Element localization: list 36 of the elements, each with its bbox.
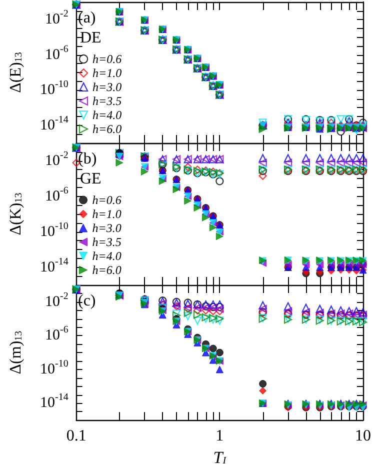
legend-title: DE (80, 30, 102, 46)
y-tick-label: 10$^{-6}$ (44, 44, 68, 63)
annotation: (b) (78, 150, 97, 168)
y-tick-label: 10$^{-14}$ (40, 256, 68, 276)
legend-label: h=3.0 (92, 80, 122, 94)
x-tick-label: 10 (355, 428, 371, 445)
legend-label: h=6.0 (92, 122, 122, 136)
y-tick-label: 10$^{-10}$ (40, 358, 68, 378)
legend-label: h=1.0 (92, 66, 122, 80)
legend-label: h=3.5 (92, 235, 122, 249)
y-tick-label: 10$^{-10}$ (40, 220, 68, 240)
y-axis-title: Δ(m)13 (8, 330, 24, 374)
legend-label: h=4.0 (92, 249, 122, 263)
y-tick-label: 10$^{-14}$ (40, 392, 68, 412)
legend-label: h=3.0 (92, 221, 122, 235)
y-tick-label: 10$^{-6}$ (44, 324, 68, 344)
y-axis-title: Δ(K)13 (8, 192, 24, 236)
legend-label: h=4.0 (92, 108, 122, 122)
y-tick-label: 10$^{-10}$ (40, 79, 68, 98)
legend-title: GE (80, 170, 102, 188)
legend-label: h=1.0 (92, 207, 122, 221)
y-tick-label: 10$^{-2}$ (44, 290, 68, 310)
y-tick-label: 10$^{-2}$ (44, 8, 68, 28)
y-axis-title: Δ(E)13 (8, 52, 24, 93)
x-tick-label: 1 (216, 428, 224, 445)
y-tick-label: 10$^{-14}$ (40, 114, 68, 134)
y-tick-label: 10$^{-2}$ (44, 150, 68, 169)
x-axis-title: TI (213, 448, 227, 467)
annotation: (a) (78, 10, 96, 26)
legend-label: h=6.0 (92, 263, 122, 277)
x-tick-label: 0.1 (66, 428, 86, 445)
legend-label: h=0.6 (92, 193, 122, 207)
legend-label: h=0.6 (92, 52, 122, 66)
annotation: (c) (78, 292, 96, 310)
legend-label: h=3.5 (92, 94, 122, 108)
y-tick-label: 10$^{-6}$ (44, 185, 68, 204)
